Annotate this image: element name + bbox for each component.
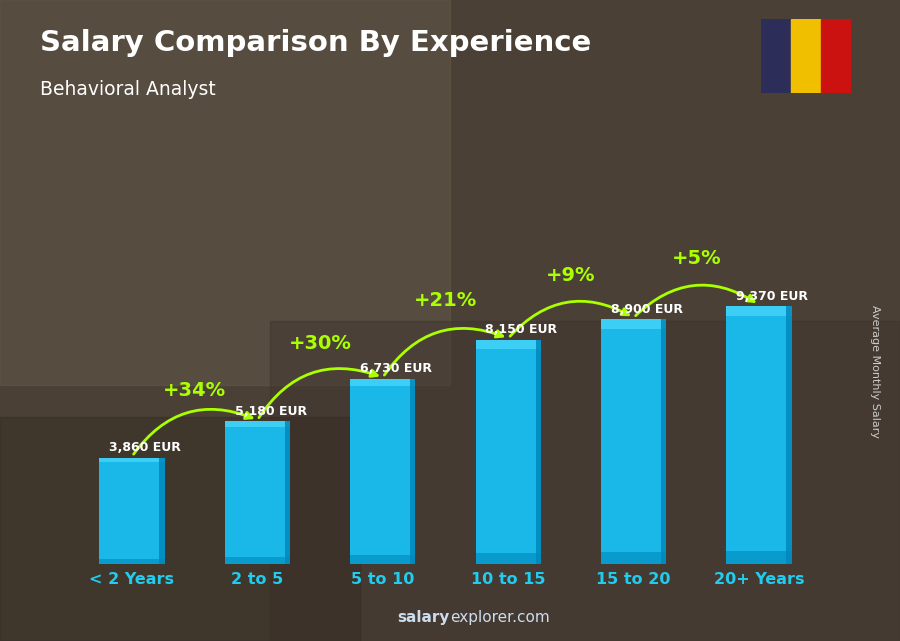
Bar — [284, 421, 290, 564]
Bar — [726, 306, 792, 564]
Bar — [99, 458, 165, 564]
Bar — [790, 19, 821, 93]
Text: 3,860 EUR: 3,860 EUR — [109, 442, 181, 454]
Text: 8,150 EUR: 8,150 EUR — [485, 323, 557, 337]
Text: 8,900 EUR: 8,900 EUR — [611, 303, 683, 315]
Bar — [99, 458, 165, 462]
Bar — [821, 19, 850, 93]
FancyArrowPatch shape — [510, 301, 628, 337]
Bar — [159, 458, 165, 564]
Text: Average Monthly Salary: Average Monthly Salary — [869, 305, 880, 438]
Bar — [350, 379, 416, 564]
FancyArrowPatch shape — [133, 410, 252, 454]
FancyArrowPatch shape — [259, 369, 377, 418]
Text: Salary Comparison By Experience: Salary Comparison By Experience — [40, 29, 592, 57]
FancyArrowPatch shape — [384, 328, 503, 375]
Text: +30%: +30% — [289, 335, 352, 353]
Bar — [601, 552, 666, 564]
Bar — [225, 557, 290, 564]
Bar — [0, 0, 450, 385]
Bar — [726, 551, 792, 564]
Bar — [601, 319, 666, 329]
Bar — [601, 319, 666, 564]
Bar — [0, 417, 360, 641]
Bar — [350, 555, 416, 564]
Text: Behavioral Analyst: Behavioral Analyst — [40, 80, 216, 99]
Text: salary: salary — [398, 610, 450, 625]
Text: +21%: +21% — [414, 291, 477, 310]
Bar — [536, 340, 541, 564]
Text: 6,730 EUR: 6,730 EUR — [360, 362, 432, 376]
Bar — [726, 306, 792, 317]
Text: +34%: +34% — [163, 381, 226, 401]
Bar — [475, 553, 541, 564]
Bar — [99, 559, 165, 564]
Text: 5,180 EUR: 5,180 EUR — [235, 405, 307, 418]
Bar — [787, 306, 792, 564]
Bar — [475, 340, 541, 349]
Bar — [661, 319, 666, 564]
Text: explorer.com: explorer.com — [450, 610, 550, 625]
Text: 9,370 EUR: 9,370 EUR — [736, 290, 808, 303]
Bar — [475, 340, 541, 564]
FancyArrowPatch shape — [635, 285, 754, 315]
Text: +9%: +9% — [546, 266, 596, 285]
Bar — [225, 421, 290, 427]
Text: +5%: +5% — [671, 249, 721, 268]
Bar — [350, 379, 416, 386]
Bar — [225, 421, 290, 564]
Bar — [760, 19, 790, 93]
Bar — [270, 320, 900, 641]
Bar — [410, 379, 416, 564]
